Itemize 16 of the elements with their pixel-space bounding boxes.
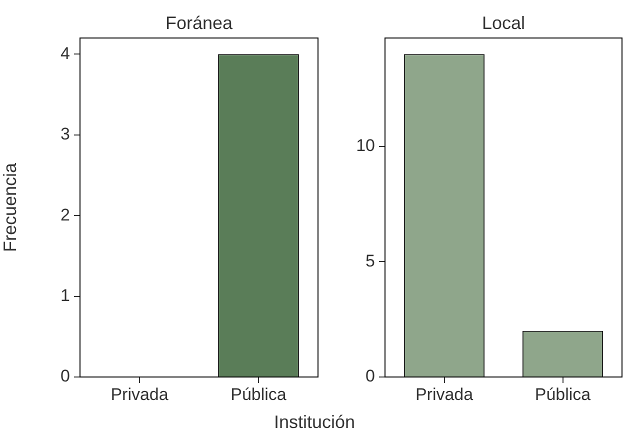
y-tick-label: 4 xyxy=(60,44,70,63)
y-tick-label: 0 xyxy=(60,366,70,386)
y-tick-label: 1 xyxy=(60,286,70,305)
x-tick-label: Pública xyxy=(230,384,287,404)
x-tick-label: Privada xyxy=(415,384,474,404)
x-tick-label: Privada xyxy=(110,384,169,404)
y-tick-label: 10 xyxy=(356,136,375,156)
y-tick-label: 5 xyxy=(366,251,375,270)
chart-title: Local xyxy=(482,12,526,33)
x-axis-title: Institución xyxy=(272,412,356,433)
y-tick-label: 3 xyxy=(60,124,70,144)
y-axis-title: Frecuencia xyxy=(0,162,20,252)
y-tick-label: 2 xyxy=(60,205,70,224)
x-tick-label: Pública xyxy=(534,384,592,404)
y-tick-label: 0 xyxy=(366,366,375,386)
chart-title: Foránea xyxy=(165,12,234,33)
